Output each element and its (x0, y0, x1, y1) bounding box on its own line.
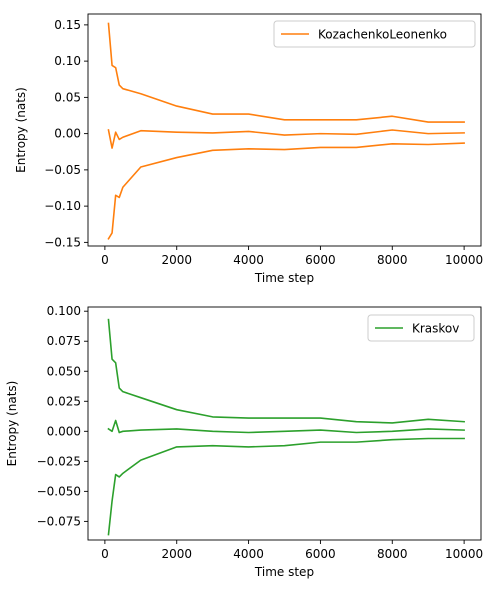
series-line-1 (107, 22, 465, 123)
y-tick-label: 0.10 (54, 54, 81, 68)
legend-box (367, 314, 475, 342)
x-tick-label: 8000 (377, 253, 408, 267)
y-tick-label: 0.050 (47, 364, 81, 378)
series-line-3 (107, 142, 465, 240)
y-tick-label: −0.05 (44, 163, 81, 177)
x-tick-label: 6000 (305, 547, 336, 561)
x-tick-label: 4000 (233, 253, 264, 267)
y-axis-label: Entropy (nats) (5, 381, 19, 467)
y-tick-label: 0.100 (47, 304, 81, 318)
y-tick-label: −0.10 (44, 199, 81, 213)
legend: KozachenkoLeonenko (273, 20, 476, 48)
y-tick-label: 0.05 (54, 90, 81, 104)
y-tick-label: −0.050 (37, 484, 81, 498)
legend: Kraskov (367, 314, 475, 342)
legend-label: KozachenkoLeonenko (318, 28, 447, 42)
y-tick-label: −0.075 (37, 514, 81, 528)
y-axis-label: Entropy (nats) (14, 87, 28, 173)
x-tick-label: 2000 (161, 547, 192, 561)
panel-kozachenko-leonenko: 0 2000 4000 6000 8000 10000 −0.15 −0.10 −0.05 0.0… (14, 13, 483, 285)
x-tick-label: 0 (101, 253, 109, 267)
x-tick-label: 2000 (161, 253, 192, 267)
x-axis-label: Time step (254, 565, 314, 579)
y-tick-label: −0.025 (37, 454, 81, 468)
y-tick-label: 0.15 (54, 18, 81, 32)
axes-frame (87, 306, 482, 541)
y-tick-label: 0.000 (47, 424, 81, 438)
x-axis-label: Time step (254, 271, 314, 285)
legend-box (273, 20, 476, 48)
y-tick-label: 0.025 (47, 394, 81, 408)
series-line-2 (107, 419, 465, 434)
y-tick-label: 0.00 (54, 127, 81, 141)
x-tick-label: 10000 (445, 253, 483, 267)
y-tick-label: 0.075 (47, 334, 81, 348)
y-tick-label: −0.15 (44, 235, 81, 249)
series-line-1 (107, 318, 465, 424)
x-tick-label: 4000 (233, 547, 264, 561)
series-line-2 (107, 129, 465, 149)
x-tick-label: 10000 (445, 547, 483, 561)
legend-label: Kraskov (412, 322, 459, 336)
axes-frame (87, 13, 482, 247)
x-tick-label: 6000 (305, 253, 336, 267)
panel-kraskov: 0 2000 4000 6000 8000 10000 −0.075 −0.050 −0.025… (5, 304, 483, 579)
x-tick-label: 8000 (377, 547, 408, 561)
x-tick-label: 0 (101, 547, 109, 561)
series-line-3 (107, 437, 465, 536)
